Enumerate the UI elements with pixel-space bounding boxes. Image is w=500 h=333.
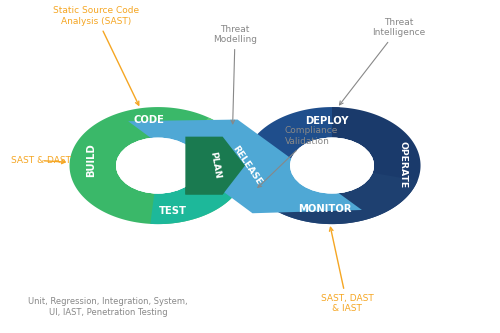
Text: Threat
Intelligence: Threat Intelligence: [340, 18, 426, 105]
Text: TEST: TEST: [159, 206, 187, 216]
Polygon shape: [332, 107, 420, 224]
Polygon shape: [70, 107, 212, 224]
Text: Compliance
Validation: Compliance Validation: [258, 126, 338, 187]
Polygon shape: [150, 120, 246, 224]
Polygon shape: [172, 118, 246, 220]
Text: MONITOR: MONITOR: [298, 204, 352, 214]
Circle shape: [291, 138, 374, 193]
Polygon shape: [186, 137, 245, 194]
Text: Unit, Regression, Integration, System,
UI, IAST, Penetration Testing: Unit, Regression, Integration, System, U…: [28, 297, 188, 317]
Text: CODE: CODE: [134, 115, 164, 125]
Polygon shape: [186, 137, 245, 194]
Text: RELEASE: RELEASE: [230, 145, 263, 187]
Text: SAST & DAST: SAST & DAST: [12, 156, 72, 165]
Polygon shape: [246, 172, 418, 224]
Circle shape: [116, 138, 200, 193]
Text: PLAN: PLAN: [208, 151, 222, 179]
Text: DEPLOY: DEPLOY: [306, 116, 349, 126]
Text: Threat
Modelling: Threat Modelling: [213, 25, 257, 124]
Circle shape: [116, 138, 200, 193]
Polygon shape: [244, 107, 340, 224]
Text: SAST, DAST
& IAST: SAST, DAST & IAST: [320, 227, 374, 313]
Circle shape: [291, 138, 374, 193]
Text: BUILD: BUILD: [86, 143, 96, 176]
Circle shape: [116, 138, 200, 193]
Text: OPERATE: OPERATE: [398, 142, 407, 188]
Polygon shape: [128, 120, 362, 213]
Text: Static Source Code
Analysis (SAST): Static Source Code Analysis (SAST): [53, 6, 139, 105]
Circle shape: [291, 138, 374, 193]
